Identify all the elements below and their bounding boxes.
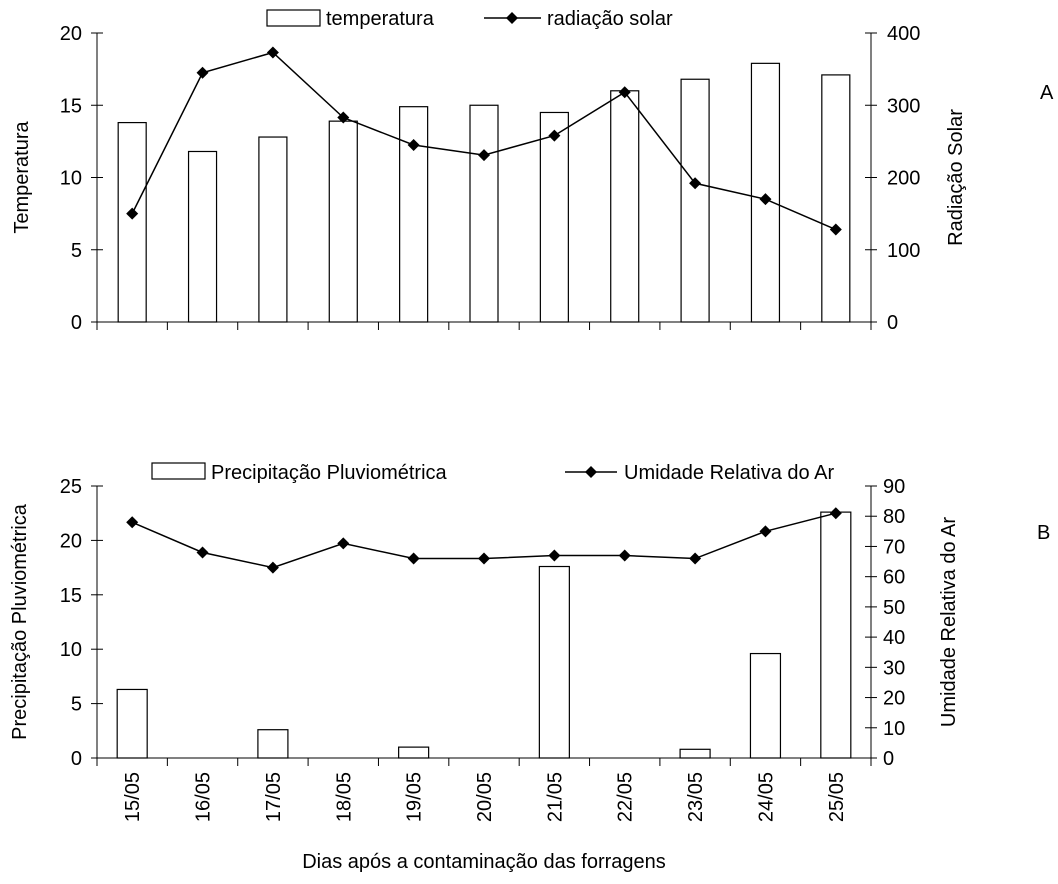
legend-label: radiação solar (547, 8, 673, 30)
line-point-marker (337, 537, 350, 550)
legend-marker (585, 466, 597, 478)
panel-letter: A (1040, 82, 1054, 104)
right-tick-label: 90 (883, 476, 905, 498)
y-left-axis-title: Temperatura (11, 120, 33, 233)
y-right-axis-title: Radiação Solar (945, 109, 967, 246)
bar-precipitação-pluviométrica (257, 729, 289, 759)
line-point-marker (759, 193, 772, 206)
line-point-marker (689, 552, 702, 565)
line-point-marker (478, 552, 490, 565)
left-tick-label: 15 (60, 95, 82, 117)
left-tick-label: 20 (60, 23, 82, 45)
bar-precipitação-pluviométrica (538, 565, 570, 759)
right-tick-label: 200 (887, 168, 920, 190)
x-category-label: 18/05 (333, 772, 355, 822)
x-category-label: 22/05 (615, 772, 637, 822)
right-tick-label: 70 (883, 536, 905, 558)
left-tick-label: 15 (60, 585, 82, 607)
bar-temperatura (469, 104, 499, 323)
line-point-marker (689, 177, 702, 190)
x-category-label: 16/05 (193, 772, 215, 822)
bar-precipitação-pluviométrica (679, 748, 711, 759)
x-category-label: 20/05 (474, 772, 496, 822)
line-point-marker (618, 86, 631, 99)
y-left-axis-title: Precipitação Pluviométrica (9, 503, 31, 740)
right-tick-label: 80 (883, 506, 905, 528)
legend-bar-swatch (151, 462, 206, 480)
right-tick-label: 10 (883, 718, 905, 740)
panel-letter: B (1037, 522, 1050, 544)
line-point-marker (548, 129, 561, 142)
x-category-label: 19/05 (404, 772, 426, 822)
left-tick-label: 25 (60, 476, 82, 498)
line-point-marker (196, 66, 209, 79)
left-tick-label: 10 (60, 639, 82, 661)
line-point-marker (407, 552, 420, 565)
left-tick-label: 10 (60, 168, 82, 190)
bar-temperatura (258, 136, 288, 323)
right-tick-label: 300 (887, 95, 920, 117)
line-point-marker (407, 138, 420, 151)
right-tick-label: 400 (887, 23, 920, 45)
right-tick-label: 0 (883, 748, 894, 770)
right-tick-label: 50 (883, 597, 905, 619)
x-category-label: 25/05 (826, 772, 848, 822)
legend-label: temperatura (326, 8, 435, 30)
x-category-label: 23/05 (685, 772, 707, 822)
line-point-marker (126, 516, 139, 529)
bar-temperatura (610, 90, 640, 323)
x-category-label: 21/05 (544, 772, 566, 822)
left-tick-label: 0 (71, 312, 82, 334)
bar-temperatura (117, 121, 147, 323)
x-category-label: 17/05 (263, 772, 285, 822)
line-point-marker (548, 549, 561, 562)
line-point-marker (126, 207, 139, 220)
legend-label: Precipitação Pluviométrica (211, 462, 448, 484)
bar-temperatura (821, 74, 851, 323)
line-point-marker (759, 525, 772, 538)
line-point-marker (478, 149, 490, 162)
right-tick-label: 40 (883, 627, 905, 649)
line-point-marker (266, 46, 279, 59)
bar-precipitação-pluviométrica (116, 688, 148, 759)
right-tick-label: 30 (883, 657, 905, 679)
panel-b: 0 5 10 15 20 25 0 10 20 30 40 50 60 70 80 90 Precipitaçã… (9, 462, 1050, 873)
y-right-axis-title: Umidade Relativa do Ar (938, 517, 960, 727)
x-axis-title: Dias após a contaminação das forragens (302, 851, 666, 873)
right-tick-label: 100 (887, 240, 920, 262)
line-point-marker (618, 549, 631, 562)
line-point-marker (266, 561, 279, 574)
bar-precipitação-pluviométrica (398, 746, 430, 759)
left-tick-label: 20 (60, 530, 82, 552)
legend-bar-swatch (266, 9, 321, 27)
left-tick-label: 5 (71, 240, 82, 262)
right-tick-label: 60 (883, 567, 905, 589)
legend-label: Umidade Relativa do Ar (624, 462, 834, 484)
x-category-label: 24/05 (755, 772, 777, 822)
bar-precipitação-pluviométrica (820, 511, 852, 759)
right-tick-label: 20 (883, 688, 905, 710)
right-tick-label: 0 (887, 312, 898, 334)
line-point-marker (337, 111, 350, 124)
legend-marker (506, 12, 518, 24)
bar-temperatura (328, 120, 358, 323)
line-point-marker (829, 223, 842, 236)
bar-temperatura (750, 62, 781, 323)
bar-temperatura (187, 150, 218, 323)
x-category-label: 15/05 (122, 772, 144, 822)
left-tick-label: 5 (71, 694, 82, 716)
left-tick-label: 0 (71, 748, 82, 770)
line-point-marker (829, 507, 842, 520)
line-point-marker (196, 546, 209, 559)
bar-temperatura (680, 78, 710, 323)
bar-precipitação-pluviométrica (749, 652, 782, 759)
bar-temperatura (539, 111, 569, 323)
